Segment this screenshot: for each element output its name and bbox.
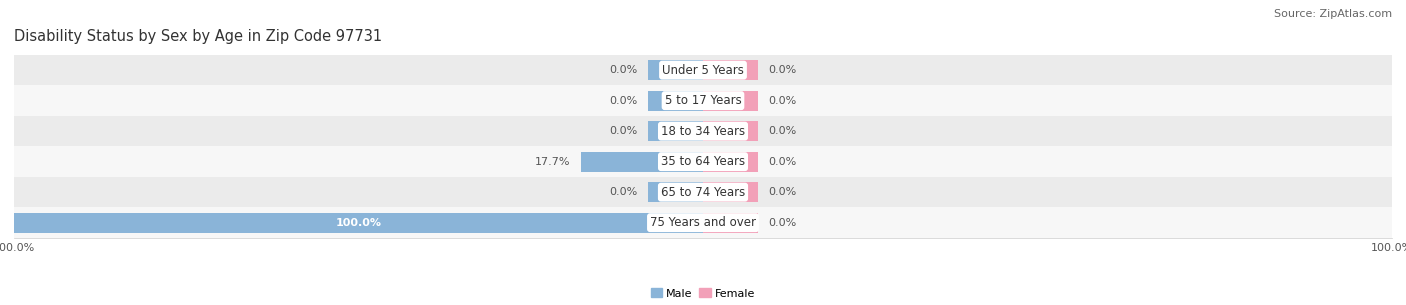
Text: 75 Years and over: 75 Years and over — [650, 216, 756, 229]
Text: Under 5 Years: Under 5 Years — [662, 64, 744, 77]
Text: 0.0%: 0.0% — [769, 187, 797, 197]
Text: Source: ZipAtlas.com: Source: ZipAtlas.com — [1274, 9, 1392, 19]
Bar — [648, 182, 703, 202]
Bar — [648, 91, 703, 111]
Text: 35 to 64 Years: 35 to 64 Years — [661, 155, 745, 168]
Bar — [14, 55, 1392, 85]
Text: 0.0%: 0.0% — [769, 96, 797, 106]
Text: 5 to 17 Years: 5 to 17 Years — [665, 94, 741, 107]
Legend: Male, Female: Male, Female — [647, 284, 759, 303]
Text: 0.0%: 0.0% — [609, 187, 637, 197]
Bar — [581, 152, 703, 171]
Bar — [14, 85, 1392, 116]
Bar — [14, 213, 703, 233]
Text: 0.0%: 0.0% — [769, 65, 797, 75]
Bar — [703, 91, 758, 111]
Text: 0.0%: 0.0% — [769, 126, 797, 136]
Bar — [648, 121, 703, 141]
Text: 0.0%: 0.0% — [609, 65, 637, 75]
Bar — [14, 116, 1392, 146]
Bar — [14, 146, 1392, 177]
Bar — [703, 121, 758, 141]
Bar — [14, 207, 1392, 238]
Text: 0.0%: 0.0% — [769, 218, 797, 228]
Text: Disability Status by Sex by Age in Zip Code 97731: Disability Status by Sex by Age in Zip C… — [14, 29, 382, 44]
Bar — [703, 60, 758, 80]
Text: 17.7%: 17.7% — [536, 157, 571, 167]
Text: 18 to 34 Years: 18 to 34 Years — [661, 125, 745, 138]
Bar — [703, 152, 758, 171]
Text: 0.0%: 0.0% — [609, 126, 637, 136]
Bar — [703, 213, 758, 233]
Bar — [648, 60, 703, 80]
Bar — [14, 177, 1392, 207]
Text: 0.0%: 0.0% — [769, 157, 797, 167]
Text: 100.0%: 100.0% — [336, 218, 381, 228]
Text: 65 to 74 Years: 65 to 74 Years — [661, 186, 745, 199]
Text: 0.0%: 0.0% — [609, 96, 637, 106]
Bar — [703, 182, 758, 202]
